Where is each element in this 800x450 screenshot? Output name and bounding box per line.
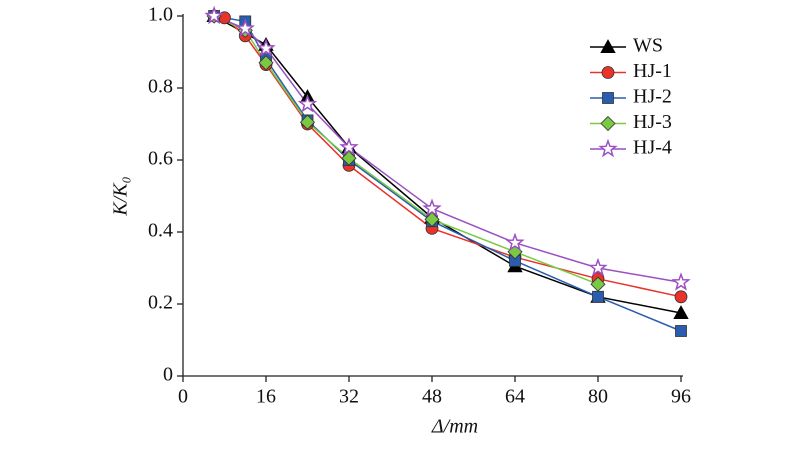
- legend-label: HJ-2: [633, 86, 672, 108]
- x-tick-label: 16: [256, 386, 276, 408]
- marker: [673, 305, 689, 320]
- legend-marker: [600, 115, 616, 132]
- marker: [424, 211, 440, 227]
- legend-marker: [600, 39, 616, 53]
- x-tick-label: 32: [339, 386, 359, 408]
- marker: [590, 276, 606, 292]
- legend-label: HJ-1: [633, 60, 672, 82]
- y-tick-label: 0: [163, 364, 173, 386]
- marker: [588, 257, 608, 277]
- marker: [674, 290, 688, 304]
- x-tick-label: 96: [671, 386, 691, 408]
- marker: [297, 94, 318, 113]
- marker: [341, 150, 357, 166]
- marker: [671, 272, 691, 291]
- legend-label: HJ-3: [633, 111, 672, 133]
- marker: [592, 290, 604, 303]
- marker: [299, 114, 316, 130]
- marker: [505, 232, 525, 252]
- series-line: [213, 15, 682, 298]
- legend-label: WS: [633, 35, 663, 57]
- marker: [256, 38, 276, 57]
- legend-marker: [598, 138, 618, 158]
- x-tick-label: 0: [178, 386, 188, 408]
- y-tick-label: 0.4: [148, 220, 173, 242]
- marker: [258, 55, 274, 71]
- legend-marker: [601, 66, 615, 79]
- series-line: [213, 15, 682, 314]
- x-tick-label: 64: [505, 386, 525, 408]
- marker: [339, 137, 359, 156]
- x-axis-label: Δ/mm: [431, 416, 478, 438]
- legend-label: HJ-4: [633, 137, 672, 159]
- marker: [422, 198, 442, 217]
- series-line: [213, 15, 682, 332]
- marker: [675, 325, 687, 337]
- y-tick-label: 0.2: [148, 292, 173, 314]
- x-tick-label: 80: [588, 386, 608, 408]
- marker: [235, 18, 255, 37]
- x-tick-label: 48: [422, 386, 442, 408]
- marker: [204, 5, 224, 25]
- y-tick-label: 0.6: [148, 148, 173, 170]
- y-axis-label: K/K₀: [110, 176, 132, 216]
- y-tick-label: 0.8: [148, 76, 173, 98]
- legend-marker: [602, 92, 614, 104]
- y-tick-label: 1.0: [148, 4, 173, 26]
